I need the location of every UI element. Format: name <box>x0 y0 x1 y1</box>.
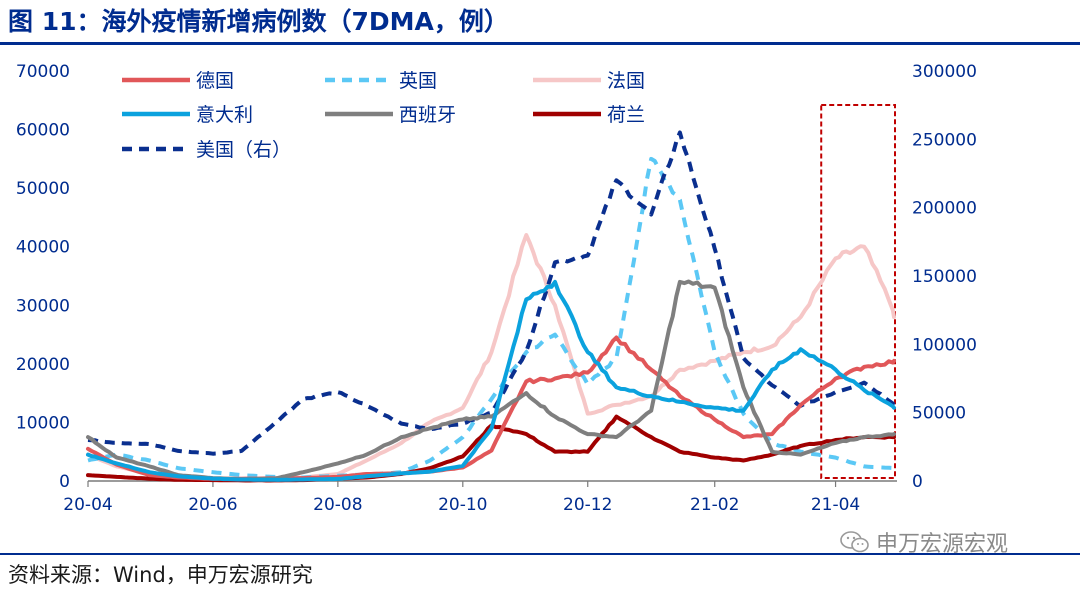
x-tick-label: 20-06 <box>188 495 237 515</box>
legend-label: 美国（右） <box>196 139 291 161</box>
left-tick-label: 10000 <box>16 413 70 433</box>
right-tick-label: 50000 <box>912 404 966 424</box>
right-tick-label: 0 <box>912 472 923 492</box>
right-tick-label: 300000 <box>912 62 977 82</box>
title-divider <box>0 42 1080 45</box>
legend-label: 英国 <box>399 70 437 92</box>
left-tick-label: 20000 <box>16 355 70 375</box>
source-note: 资料来源：Wind，申万宏源研究 <box>8 563 313 587</box>
series-line-英国 <box>87 156 895 480</box>
series-line-德国 <box>86 335 896 481</box>
x-tick-label: 20-04 <box>63 495 112 515</box>
x-tick-label: 20-10 <box>438 495 487 515</box>
left-tick-label: 0 <box>59 472 70 492</box>
highlight-box <box>820 104 897 479</box>
series-lines <box>86 130 896 483</box>
legend-label: 西班牙 <box>399 104 456 126</box>
left-tick-label: 60000 <box>16 121 70 141</box>
highlight-box-layer <box>820 104 897 479</box>
series-line-法国 <box>86 233 896 481</box>
legend-label: 法国 <box>607 70 645 92</box>
chart-axes: 20-04 20-06 20-08 20-10 20-12 21-02 21-04 0 1000… <box>16 62 977 515</box>
left-tick-label: 50000 <box>16 179 70 199</box>
right-tick-label: 250000 <box>912 130 977 150</box>
chart-title: 图 11：海外疫情新增病例数（7DMA，例） <box>8 7 509 36</box>
wechat-icon <box>840 531 869 553</box>
watermark-text: 申万宏源宏观 <box>876 532 1009 557</box>
right-tick-label: 100000 <box>912 335 977 355</box>
left-tick-label: 70000 <box>16 62 70 82</box>
chart-canvas: 20-04 20-06 20-08 20-10 20-12 21-02 21-04 0 1000… <box>16 62 977 515</box>
left-tick-label: 30000 <box>16 296 70 316</box>
source-divider <box>0 553 1080 555</box>
series-line-意大利 <box>86 279 896 482</box>
left-tick-label: 40000 <box>16 238 70 258</box>
series-line-us <box>87 130 896 456</box>
legend-label: 德国 <box>196 70 234 92</box>
watermark: 申万宏源宏观 <box>840 526 1008 558</box>
x-tick-label: 21-04 <box>811 495 860 515</box>
right-tick-label: 200000 <box>912 199 977 219</box>
x-tick-label: 21-02 <box>690 495 739 515</box>
legend-label: 意大利 <box>196 104 253 126</box>
right-tick-label: 150000 <box>912 267 977 287</box>
x-tick-label: 20-08 <box>313 495 362 515</box>
legend-label: 荷兰 <box>607 104 645 126</box>
x-tick-label: 20-12 <box>563 495 612 515</box>
